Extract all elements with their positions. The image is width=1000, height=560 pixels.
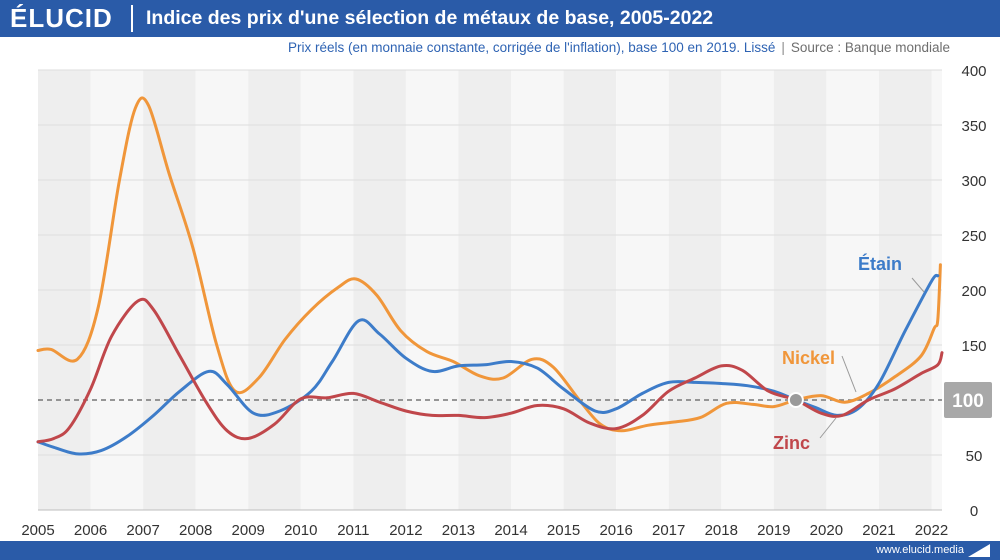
base-point-marker	[787, 392, 804, 408]
x-tick-label-2006: 2006	[74, 522, 107, 539]
footer-bar: www.elucid.media	[0, 541, 1000, 560]
series-label-zinc: Zinc	[773, 433, 810, 453]
x-tick-label-2008: 2008	[179, 522, 212, 539]
source-text: Source : Banque mondiale	[790, 40, 950, 55]
leader-line-nickel	[841, 355, 857, 393]
label-leader-lines	[819, 277, 925, 439]
y-tick-label-200: 200	[961, 283, 986, 300]
header-bar: ÉLUCID Indice des prix d'une sélection d…	[0, 0, 1000, 37]
x-tick-label-2011: 2011	[337, 522, 369, 539]
y-tick-label-400: 400	[961, 63, 986, 80]
chart-title: Indice des prix d'une sélection de métau…	[146, 7, 714, 29]
x-tick-label-2016: 2016	[599, 522, 632, 539]
y-axis: 0 50 150 200 250 300 350 400	[961, 63, 986, 520]
reference-badge: 100	[944, 382, 992, 418]
y-tick-label-350: 350	[961, 118, 986, 135]
x-tick-label-2010: 2010	[284, 522, 317, 539]
y-tick-label-300: 300	[961, 173, 986, 190]
series-line-zinc	[36, 297, 944, 444]
leader-line-zinc	[819, 417, 837, 439]
footer-logo-mark	[968, 544, 990, 557]
x-tick-label-2013: 2013	[442, 522, 475, 539]
x-tick-label-2012: 2012	[389, 522, 422, 539]
x-tick-label-2020: 2020	[810, 522, 843, 539]
footer-url: www.elucid.media	[875, 544, 964, 556]
y-tick-label-0: 0	[970, 503, 978, 520]
x-tick-label-2005: 2005	[21, 522, 54, 539]
reference-badge-label: 100	[952, 391, 984, 412]
x-tick-label-2007: 2007	[126, 522, 159, 539]
series-label-etain: Étain	[858, 253, 902, 274]
x-tick-label-2009: 2009	[232, 522, 265, 539]
reference-badge-box	[944, 382, 992, 418]
series-labels: Étain Nickel Zinc	[773, 253, 902, 453]
x-axis: 2005 2006 2007 2008 2009 2010 2011 2012 2013 2014…	[21, 509, 948, 539]
x-tick-label-2022: 2022	[915, 522, 948, 539]
y-tick-label-50: 50	[966, 448, 983, 465]
x-tick-label-2017: 2017	[652, 522, 685, 539]
x-tick-label-2018: 2018	[705, 522, 738, 539]
chart-subtitle: Prix réels (en monnaie constante, corrig…	[288, 38, 950, 58]
series-line-nickel	[36, 96, 942, 433]
x-tick-label-2019: 2019	[757, 522, 790, 539]
x-tick-label-2021: 2021	[862, 522, 895, 539]
header-divider	[131, 5, 133, 32]
leader-line-etain	[911, 277, 925, 293]
x-tick-label-2014: 2014	[494, 522, 527, 539]
subtitle-separator: |	[781, 40, 785, 55]
y-tick-label-250: 250	[961, 228, 986, 245]
brand-logo: ÉLUCID	[10, 3, 113, 33]
y-tick-label-150: 150	[961, 338, 986, 355]
series-line-etain	[36, 273, 940, 456]
subtitle-text: Prix réels (en monnaie constante, corrig…	[288, 40, 776, 55]
series-layer	[36, 96, 944, 456]
line-chart: Étain Nickel Zinc 2005 2006 2007 2008 2009 2010…	[21, 63, 992, 539]
x-tick-label-2015: 2015	[547, 522, 580, 539]
series-label-nickel: Nickel	[782, 348, 835, 368]
